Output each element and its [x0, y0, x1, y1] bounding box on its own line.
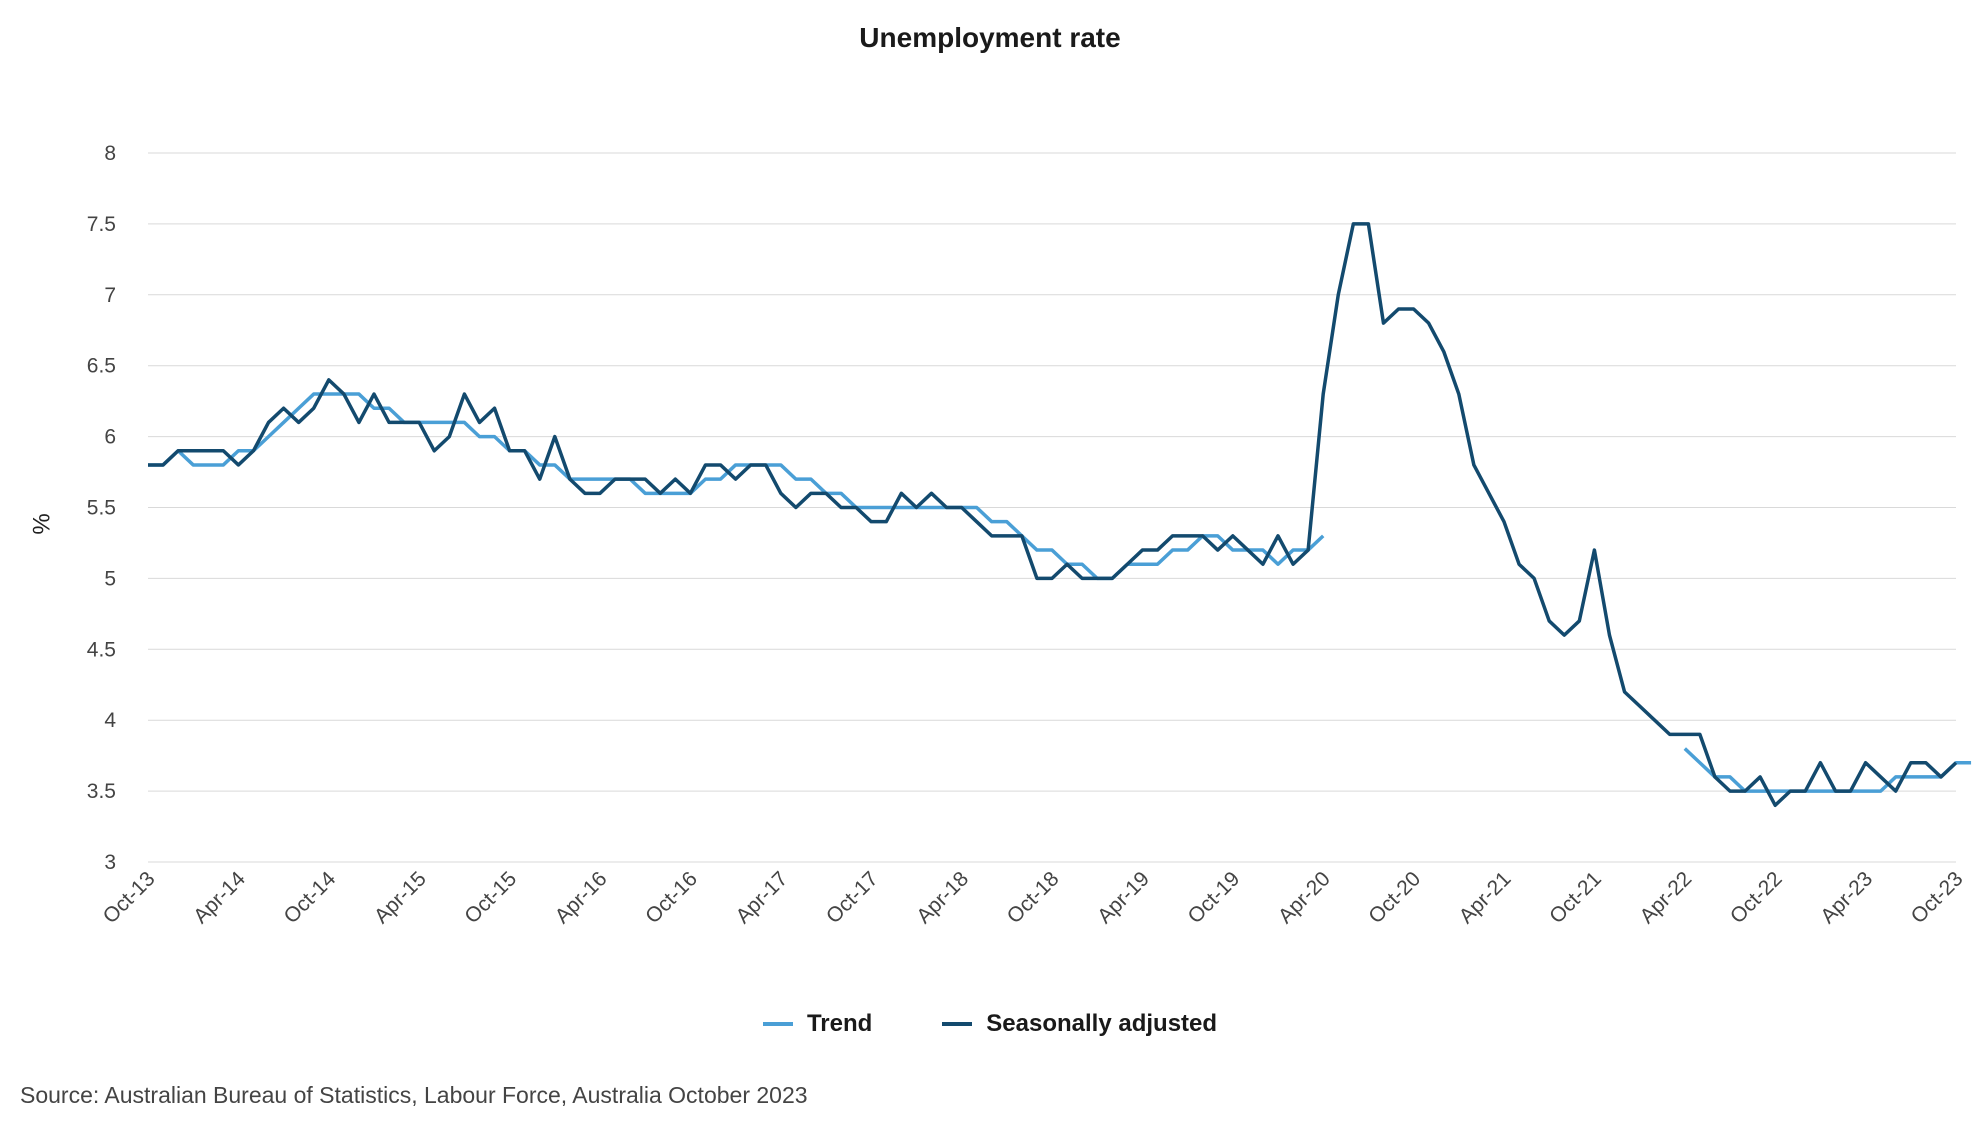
y-tick-label: 3.5: [87, 780, 116, 803]
x-axis-ticks: Oct-13 Apr-14 Oct-14 Apr-15 Oct-15 Apr-16 Oct-…: [99, 867, 1968, 928]
legend: Trend Seasonally adjusted: [0, 1010, 1980, 1038]
source-note: Source: Australian Bureau of Statistics,…: [20, 1082, 808, 1108]
legend-item-trend[interactable]: Trend: [762, 1010, 873, 1038]
x-tick-label: Oct-22: [1726, 867, 1787, 928]
y-tick-label: 6: [104, 426, 116, 449]
x-tick-label: Oct-19: [1184, 867, 1245, 928]
y-tick-label: 7.5: [87, 213, 116, 236]
series-line-seasonally-adjusted: [148, 222, 1958, 808]
x-tick-label: Oct-15: [460, 867, 521, 928]
x-tick-label: Oct-14: [280, 867, 341, 928]
y-tick-label: 4.5: [87, 638, 116, 661]
legend-label-trend: Trend: [806, 1010, 873, 1037]
x-tick-label: Oct-13: [99, 867, 160, 928]
x-tick-label: Oct-16: [641, 867, 702, 928]
y-tick-label: 7: [104, 284, 116, 307]
x-tick-label: Apr-16: [551, 867, 612, 928]
legend-swatch-seasonally-adjusted: [942, 1022, 973, 1026]
x-tick-label: Apr-21: [1455, 867, 1516, 928]
y-tick-label: 8: [104, 142, 116, 165]
legend-swatch-trend: [762, 1022, 793, 1026]
y-tick-label: 6.5: [87, 355, 116, 378]
gridlines: [148, 152, 1956, 863]
x-tick-label: Oct-17: [822, 867, 883, 928]
x-tick-label: Oct-21: [1545, 867, 1606, 928]
x-tick-label: Oct-23: [1907, 867, 1968, 928]
x-tick-label: Oct-20: [1364, 867, 1425, 928]
series-line-trend: [148, 392, 1972, 793]
y-tick-label: 4: [104, 709, 116, 732]
y-tick-label: 5.5: [87, 497, 116, 520]
x-tick-label: Apr-18: [912, 867, 973, 928]
y-tick-label: 3: [104, 851, 116, 874]
x-tick-label: Apr-20: [1274, 867, 1335, 928]
x-tick-label: Apr-19: [1093, 867, 1154, 928]
x-tick-label: Apr-15: [370, 867, 431, 928]
chart-title: Unemployment rate: [859, 22, 1121, 53]
y-tick-label: 5: [104, 567, 116, 590]
series-lines: [148, 222, 1972, 808]
x-tick-label: Apr-23: [1816, 867, 1877, 928]
x-tick-label: Apr-17: [732, 867, 793, 928]
legend-label-seasonally-adjusted: Seasonally adjusted: [986, 1010, 1218, 1037]
x-tick-label: Oct-18: [1003, 867, 1064, 928]
x-tick-label: Apr-14: [189, 867, 250, 928]
y-axis-ticks: 3 3.5 4 4.5 5 5.5 6 6.5 7 7.5 8: [87, 142, 117, 874]
legend-item-seasonally-adjusted[interactable]: Seasonally adjusted: [942, 1010, 1217, 1038]
x-tick-label: Apr-22: [1636, 867, 1697, 928]
